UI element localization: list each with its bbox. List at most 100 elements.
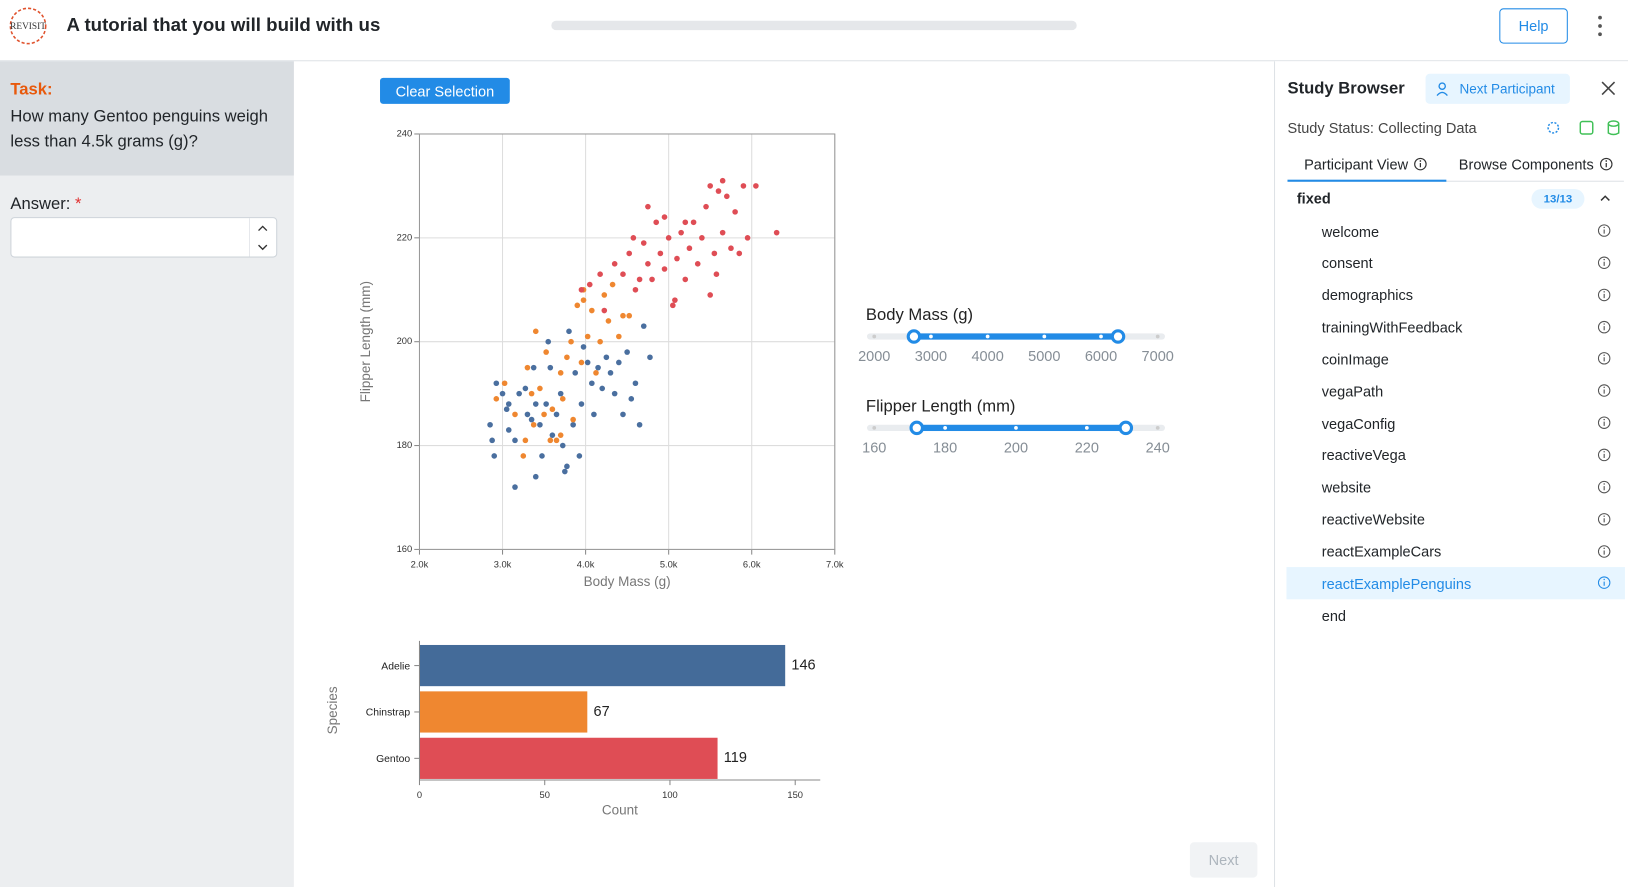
component-item[interactable]: reactExampleCars <box>1286 535 1624 567</box>
value-label: 67 <box>594 704 610 720</box>
point <box>686 245 693 252</box>
spin-buttons[interactable] <box>249 218 276 257</box>
point <box>532 401 539 407</box>
point <box>616 333 622 340</box>
component-item[interactable]: website <box>1286 471 1624 503</box>
point <box>601 292 608 298</box>
point <box>505 427 512 433</box>
x-tick-label: 5.0k <box>660 559 678 569</box>
point <box>564 463 570 470</box>
logo-ring <box>9 7 47 45</box>
clear-selection-button[interactable]: Clear Selection <box>380 77 510 104</box>
point <box>628 396 635 402</box>
logo: REVISIT <box>9 7 47 45</box>
info-icon[interactable] <box>1597 351 1612 366</box>
point <box>543 349 549 355</box>
next-button[interactable]: Next <box>1189 842 1258 878</box>
point <box>740 183 747 189</box>
sidebar-title: Study Browser <box>1287 79 1405 98</box>
info-icon[interactable] <box>1597 384 1612 399</box>
component-name: coinImage <box>1321 350 1389 368</box>
component-item[interactable]: end <box>1286 599 1624 631</box>
db-icon[interactable] <box>1607 120 1620 127</box>
settings-icon[interactable] <box>1547 121 1560 134</box>
chart-icon[interactable] <box>1579 120 1594 135</box>
component-item[interactable]: coinImage <box>1286 343 1624 375</box>
tab-divider <box>1287 180 1624 182</box>
component-name: vegaConfig <box>1321 415 1396 432</box>
component-item[interactable]: consent <box>1286 247 1624 279</box>
component-name: website <box>1321 479 1372 496</box>
point <box>597 271 603 277</box>
point <box>559 442 566 449</box>
component-item[interactable]: welcome <box>1286 215 1624 247</box>
next-participant-label: Next Participant <box>1459 81 1555 97</box>
component-item[interactable]: vegaConfig <box>1286 407 1624 439</box>
x-tick-label: 100 <box>662 790 678 800</box>
slider-tick <box>985 334 990 339</box>
point <box>580 297 587 303</box>
info-icon[interactable] <box>1597 255 1612 270</box>
point <box>661 214 668 220</box>
tab-participant[interactable]: Participant View <box>1304 156 1428 172</box>
point <box>632 380 639 387</box>
close-icon[interactable] <box>1600 80 1617 97</box>
point <box>624 349 630 355</box>
component-item[interactable]: demographics <box>1286 279 1624 311</box>
point <box>605 318 612 324</box>
point <box>626 312 633 319</box>
slider-tick-label: 240 <box>1146 441 1170 457</box>
point <box>584 333 591 340</box>
point <box>547 437 554 444</box>
answer-input[interactable] <box>10 217 278 258</box>
y-axis-title: Species <box>325 686 340 734</box>
point <box>620 271 626 277</box>
component-item[interactable]: reactiveWebsite <box>1286 503 1624 535</box>
menu-icon[interactable] <box>1593 12 1608 39</box>
next-participant-button[interactable]: Next Participant <box>1425 73 1570 104</box>
component-item[interactable]: trainingWithFeedback <box>1286 311 1624 343</box>
info-icon[interactable] <box>1597 576 1612 591</box>
slider-tick-label: 220 <box>1075 441 1099 457</box>
slider-handle[interactable] <box>1118 420 1134 436</box>
info-icon[interactable] <box>1597 448 1612 463</box>
collapse-icon[interactable] <box>1598 192 1613 204</box>
point <box>543 401 549 407</box>
app-title: A tutorial that you will build with us <box>66 14 381 36</box>
info-icon[interactable] <box>1597 480 1612 495</box>
component-item[interactable]: reactExamplePenguins <box>1286 567 1625 600</box>
plot-frame <box>418 133 836 550</box>
info-icon[interactable] <box>1597 512 1612 527</box>
point <box>640 323 647 329</box>
help-button[interactable]: Help <box>1499 8 1568 44</box>
point <box>744 235 751 241</box>
point <box>564 354 570 361</box>
point <box>699 235 705 241</box>
info-icon[interactable] <box>1597 223 1612 238</box>
slider-handle[interactable] <box>909 420 925 436</box>
slider-tick-label: 5000 <box>1028 349 1060 365</box>
point <box>611 390 618 397</box>
info-icon[interactable] <box>1597 544 1612 559</box>
component-item[interactable]: reactiveVega <box>1286 439 1624 471</box>
x-tick-label: 3.0k <box>494 559 512 569</box>
category-label: Gentoo <box>376 754 410 765</box>
task-question: How many Gentoo penguins weigh less than… <box>10 108 269 151</box>
component-item[interactable]: vegaPath <box>1286 375 1624 407</box>
slider-tick <box>1099 334 1103 339</box>
info-icon[interactable] <box>1597 319 1612 334</box>
slider-tick <box>872 426 877 430</box>
x-axis-title: Count <box>602 803 638 818</box>
info-icon[interactable] <box>1597 416 1612 431</box>
point <box>557 432 564 438</box>
component-name: trainingWithFeedback <box>1321 318 1463 336</box>
tab-components[interactable]: Browse Components <box>1459 156 1614 172</box>
point <box>620 411 626 418</box>
info-icon[interactable] <box>1597 287 1612 302</box>
slider-handle[interactable] <box>906 329 922 344</box>
slider-handle[interactable] <box>1110 329 1126 344</box>
point <box>547 364 554 371</box>
slider-tick <box>1084 426 1089 430</box>
slider-tick <box>1014 426 1018 430</box>
